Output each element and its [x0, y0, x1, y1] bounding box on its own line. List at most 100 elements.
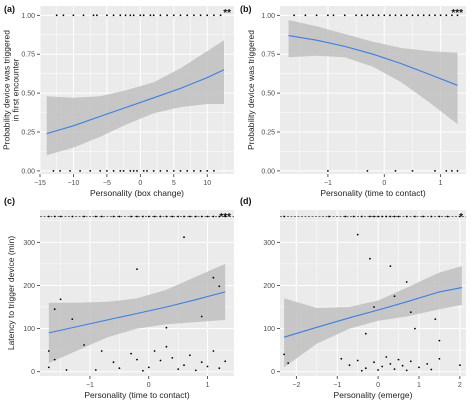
data-point — [69, 170, 71, 172]
data-point — [212, 276, 215, 279]
data-point — [417, 14, 419, 17]
data-point — [159, 14, 162, 17]
data-point — [193, 14, 195, 17]
data-point — [142, 170, 145, 172]
data-point — [373, 361, 375, 364]
data-point — [106, 14, 108, 17]
confidence-ribbon — [46, 40, 225, 156]
data-point — [438, 357, 441, 360]
data-point — [355, 14, 357, 17]
data-point — [194, 215, 197, 218]
data-point — [213, 14, 215, 17]
data-point — [177, 368, 180, 370]
x-tick-label: 0 — [382, 180, 386, 187]
significance-marker: ** — [223, 8, 231, 19]
data-point — [189, 215, 191, 218]
data-point — [385, 356, 388, 358]
data-point — [456, 170, 459, 172]
fit-line — [283, 287, 463, 338]
data-point — [112, 14, 115, 17]
data-point — [283, 353, 285, 356]
data-point — [142, 14, 145, 17]
x-tick-label: 1 — [417, 382, 421, 389]
y-axis-label: in first encounter — [11, 58, 21, 121]
data-points — [47, 215, 227, 372]
data-point — [153, 350, 156, 352]
data-points — [293, 14, 459, 172]
y-tick-label: 100 — [23, 326, 35, 333]
data-point — [219, 14, 222, 17]
data-point — [94, 215, 97, 218]
data-point — [293, 14, 295, 17]
data-point — [287, 362, 290, 364]
data-points — [52, 14, 222, 172]
data-point — [218, 285, 221, 288]
fit-line — [46, 69, 225, 135]
x-axis-label: Personality (time to contact) — [320, 188, 426, 198]
data-point — [213, 170, 215, 172]
y-tick-label: 100 — [263, 326, 275, 333]
y-tick-label: 1.00 — [21, 13, 35, 20]
data-point — [418, 366, 420, 369]
data-point — [304, 14, 307, 17]
data-point — [397, 215, 400, 218]
data-point — [369, 215, 371, 218]
data-point — [129, 170, 132, 172]
data-point — [372, 14, 374, 17]
data-point — [373, 215, 375, 218]
confidence-ribbon — [288, 20, 458, 125]
data-point — [405, 215, 408, 218]
x-axis-label: Personality (emerge) — [334, 390, 413, 400]
x-tick-label: −1 — [324, 180, 332, 187]
data-point — [446, 215, 449, 218]
data-point — [152, 170, 155, 172]
data-point — [383, 14, 386, 17]
data-point — [411, 170, 414, 172]
y-axis-label: Latency to trigger device (min) — [6, 236, 16, 350]
x-tick-label: 0 — [147, 382, 151, 389]
data-point — [200, 315, 203, 318]
data-point — [82, 14, 85, 17]
data-point — [136, 268, 138, 270]
y-tick-label: 0.50 — [261, 91, 275, 98]
gridlines — [40, 210, 234, 376]
data-point — [171, 215, 174, 218]
data-point — [451, 14, 453, 17]
data-point — [364, 367, 367, 370]
data-point — [377, 215, 379, 218]
data-point — [112, 170, 115, 172]
data-point — [47, 350, 50, 352]
data-point — [59, 170, 61, 172]
panel-c: −1 0 1 0 100 200 300 Personality (time to conta… — [4, 196, 234, 400]
data-point — [430, 368, 433, 371]
data-point — [172, 14, 175, 17]
x-tick-label: 5 — [172, 180, 176, 187]
data-point — [194, 369, 197, 372]
data-point — [122, 170, 125, 172]
significance-marker: * — [459, 212, 463, 223]
data-point — [356, 233, 359, 236]
x-tick-label: −2 — [292, 382, 300, 389]
data-point — [59, 298, 62, 301]
data-point — [405, 14, 408, 17]
data-point — [411, 14, 414, 17]
data-point — [218, 215, 221, 218]
data-point — [100, 215, 103, 218]
y-tick-label: 0 — [271, 369, 275, 376]
data-point — [100, 350, 103, 352]
data-point — [414, 215, 416, 218]
data-point — [159, 359, 162, 362]
data-point — [328, 215, 330, 218]
data-point — [459, 364, 461, 367]
data-point — [385, 215, 388, 218]
data-point — [53, 358, 56, 361]
data-point — [52, 170, 55, 172]
data-point — [434, 318, 437, 320]
data-point — [183, 364, 185, 367]
x-tick-label: −15 — [34, 180, 46, 187]
data-point — [373, 306, 375, 308]
data-point — [171, 357, 174, 359]
data-point — [99, 170, 102, 172]
data-point — [147, 366, 150, 369]
